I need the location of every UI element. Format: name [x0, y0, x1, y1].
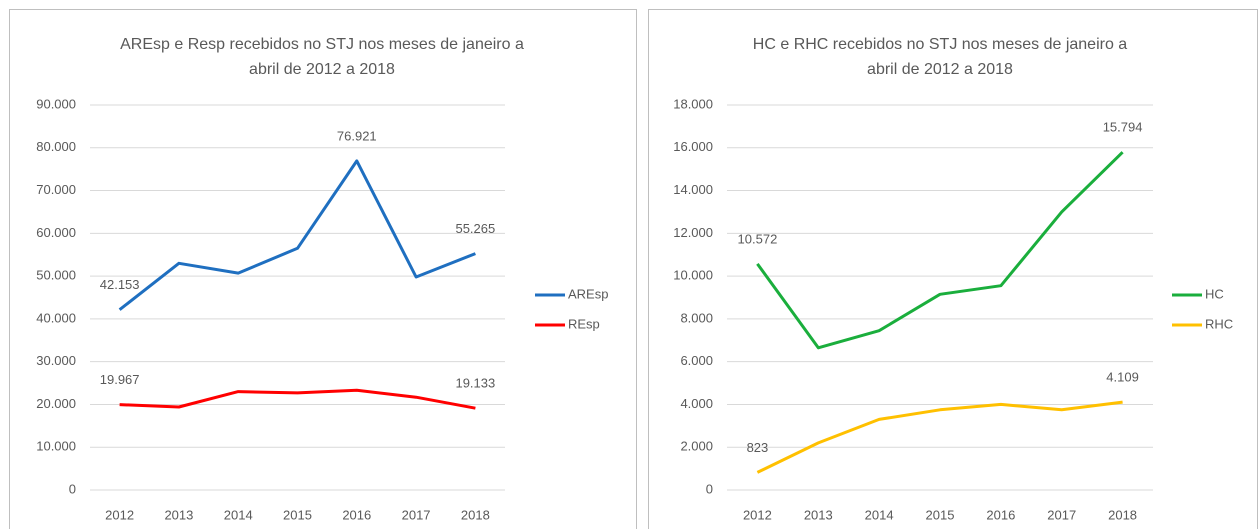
x-tick-label: 2017 — [1047, 507, 1076, 522]
chart-title: abril de 2012 a 2018 — [867, 61, 1013, 78]
x-tick-label: 2015 — [283, 507, 312, 522]
data-label: 19.133 — [455, 376, 495, 391]
y-tick-label: 12.000 — [673, 225, 713, 240]
x-tick-label: 2016 — [342, 507, 371, 522]
x-tick-label: 2012 — [105, 507, 134, 522]
data-label: 76.921 — [337, 128, 377, 143]
y-tick-label: 6.000 — [680, 353, 713, 368]
series-line — [756, 151, 1124, 350]
chart-title: HC e RHC recebidos no STJ nos meses de j… — [753, 36, 1127, 53]
y-tick-label: 18.000 — [673, 96, 713, 111]
data-label: 55.265 — [455, 221, 495, 236]
y-tick-label: 10.000 — [36, 439, 76, 454]
x-tick-label: 2015 — [926, 507, 955, 522]
y-tick-label: 20.000 — [36, 396, 76, 411]
y-tick-label: 50.000 — [36, 268, 76, 283]
y-tick-label: 16.000 — [673, 139, 713, 154]
x-tick-label: 2013 — [164, 507, 193, 522]
data-label: 4.109 — [1106, 370, 1139, 385]
y-tick-label: 14.000 — [673, 182, 713, 197]
data-label: 15.794 — [1103, 120, 1143, 135]
x-tick-label: 2016 — [986, 507, 1015, 522]
y-tick-label: 70.000 — [36, 182, 76, 197]
y-tick-label: 30.000 — [36, 353, 76, 368]
chart-title: abril de 2012 a 2018 — [249, 61, 395, 78]
y-tick-label: 90.000 — [36, 96, 76, 111]
y-tick-label: 60.000 — [36, 225, 76, 240]
x-tick-label: 2017 — [402, 507, 431, 522]
y-tick-label: 40.000 — [36, 310, 76, 325]
data-label: 19.967 — [100, 372, 140, 387]
legend-label: HC — [1205, 286, 1224, 301]
legend-label: AREsp — [568, 286, 608, 301]
x-tick-label: 2014 — [865, 507, 894, 522]
x-tick-label: 2013 — [804, 507, 833, 522]
y-tick-label: 2.000 — [680, 439, 713, 454]
x-tick-label: 2014 — [224, 507, 253, 522]
y-tick-label: 4.000 — [680, 396, 713, 411]
data-label: 42.153 — [100, 277, 140, 292]
legend-label: REsp — [568, 316, 600, 331]
y-tick-label: 10.000 — [673, 268, 713, 283]
series-line — [119, 388, 476, 410]
x-tick-label: 2018 — [461, 507, 490, 522]
y-tick-label: 80.000 — [36, 139, 76, 154]
series-line — [756, 400, 1123, 474]
chart-title: AREsp e Resp recebidos no STJ nos meses … — [120, 36, 524, 53]
y-tick-label: 8.000 — [680, 310, 713, 325]
data-label: 823 — [747, 440, 769, 455]
y-tick-label: 0 — [69, 481, 76, 496]
data-label: 10.572 — [738, 231, 778, 246]
series-line — [118, 159, 476, 311]
legend-label: RHC — [1205, 316, 1233, 331]
y-tick-label: 0 — [706, 481, 713, 496]
x-tick-label: 2012 — [743, 507, 772, 522]
chart-frame — [9, 9, 637, 529]
chart-frame — [648, 9, 1258, 529]
x-tick-label: 2018 — [1108, 507, 1137, 522]
